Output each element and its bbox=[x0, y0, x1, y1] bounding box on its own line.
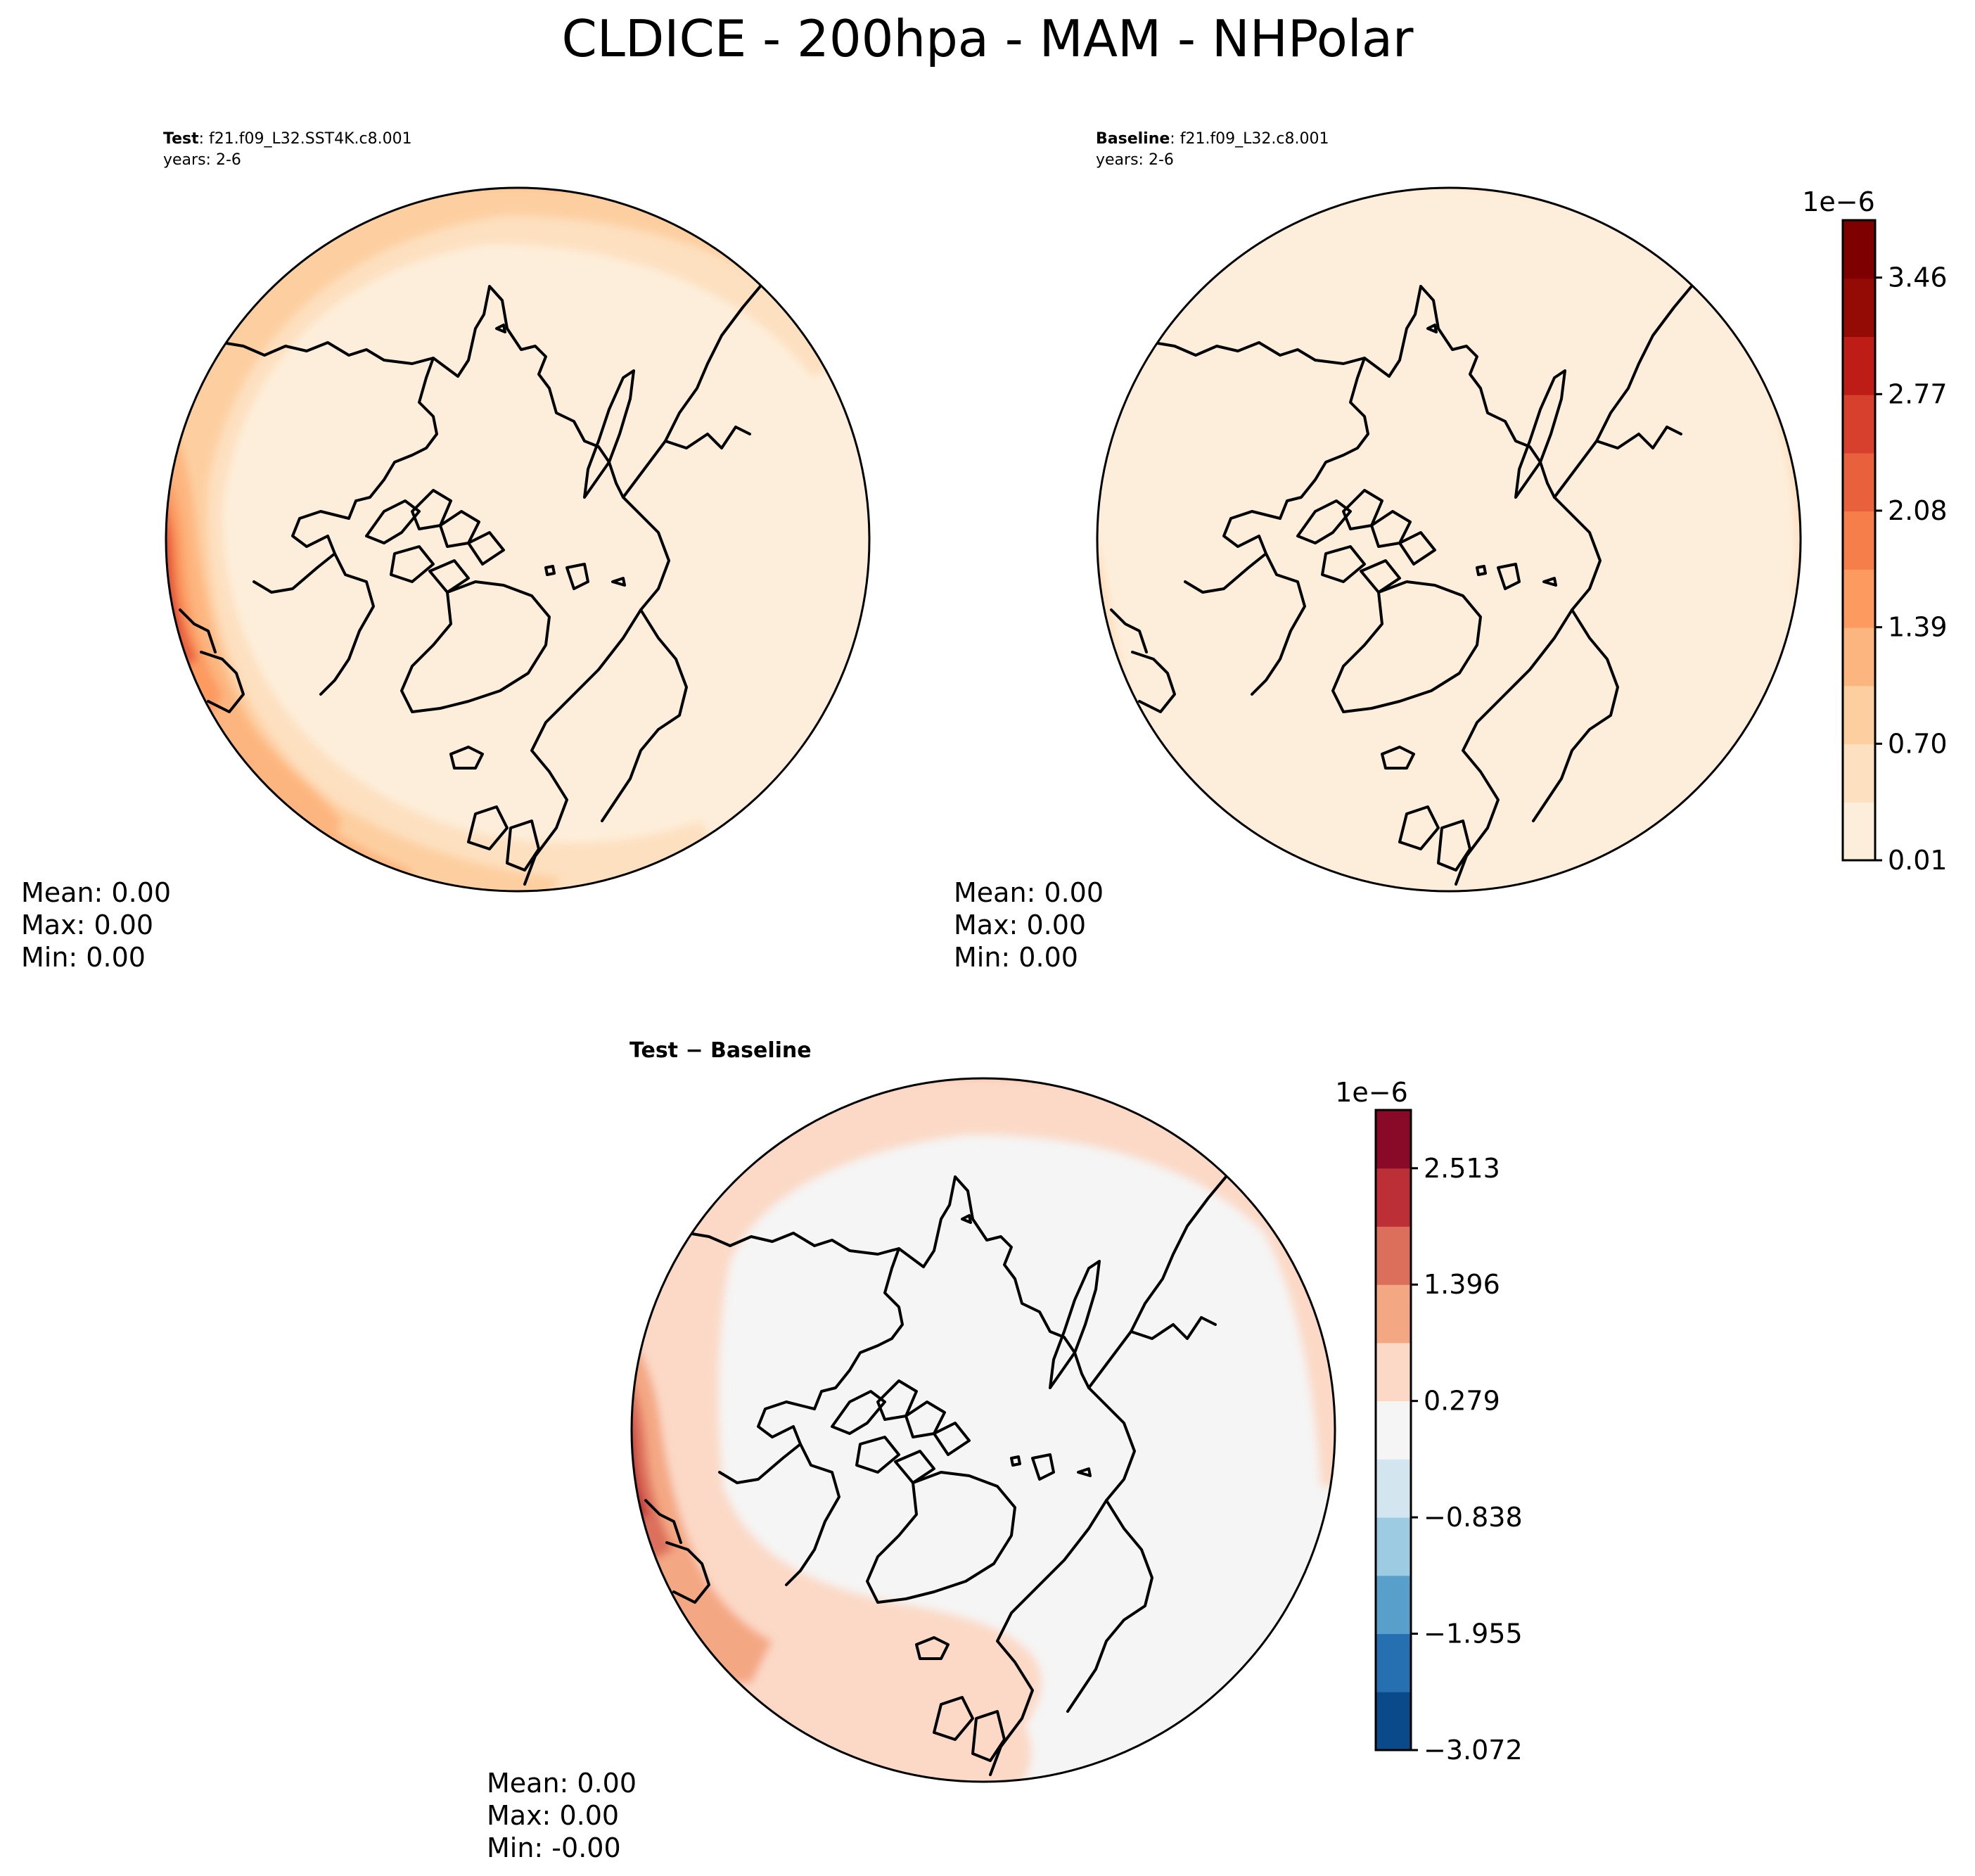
colorbar-diff-ticks: 2.513 1.396 0.279 −0.838 −1.955 −3.072 bbox=[1411, 1153, 1523, 1766]
colorbar-diff-swatch bbox=[1376, 1575, 1411, 1635]
colorbar-main: 1e−6 0.01 0.70 1.39 2.08 2.77 3.46 bbox=[1802, 186, 1947, 876]
panel-baseline-min: Min: 0.00 bbox=[954, 942, 1078, 973]
colorbar-diff-swatch bbox=[1376, 1517, 1411, 1576]
colorbar-diff-swatch bbox=[1376, 1633, 1411, 1692]
colorbar-main-swatch bbox=[1843, 395, 1875, 454]
colorbar-main-exponent: 1e−6 bbox=[1802, 186, 1875, 217]
colorbar-main-tick-label: 2.08 bbox=[1888, 495, 1948, 526]
colorbar-main-swatch bbox=[1843, 744, 1875, 803]
colorbar-main-frame bbox=[1841, 219, 1877, 862]
colorbar-main-swatch bbox=[1843, 569, 1875, 628]
colorbar-diff-tick-label: 2.513 bbox=[1424, 1153, 1500, 1184]
colorbar-diff-swatch bbox=[1376, 1459, 1411, 1518]
panel-baseline-label-bold: Baseline bbox=[1096, 130, 1170, 148]
colorbar-diff-tick-label: 0.279 bbox=[1424, 1386, 1500, 1417]
colorbar-diff-swatch bbox=[1376, 1692, 1411, 1751]
map-test bbox=[165, 186, 871, 893]
colorbar-diff-tick-label: −0.838 bbox=[1424, 1502, 1523, 1533]
colorbar-main-swatch bbox=[1843, 802, 1875, 861]
panel-baseline-years: years: 2-6 bbox=[1096, 151, 1174, 169]
colorbar-main-swatch bbox=[1843, 511, 1875, 570]
panel-diff-mean: Mean: 0.00 bbox=[487, 1768, 637, 1799]
colorbar-main-swatch bbox=[1843, 278, 1875, 337]
colorbar-main-swatch bbox=[1843, 220, 1875, 279]
map-baseline bbox=[1096, 186, 1802, 893]
colorbar-diff-swatch bbox=[1376, 1168, 1411, 1227]
panel-test-mean: Mean: 0.00 bbox=[21, 877, 171, 908]
colorbar-diff-tick-label: −3.072 bbox=[1424, 1735, 1523, 1766]
panel-test-label-rest: : f21.f09_L32.SST4K.c8.001 bbox=[199, 130, 412, 148]
panel-test: Test: f21.f09_L32.SST4K.c8.001 years: 2-… bbox=[21, 130, 871, 973]
panel-baseline: Baseline: f21.f09_L32.c8.001 years: 2-6 … bbox=[954, 130, 1802, 973]
panel-test-label-bold: Test bbox=[163, 130, 199, 148]
colorbar-diff-frame bbox=[1374, 1109, 1412, 1751]
panel-baseline-mean: Mean: 0.00 bbox=[954, 877, 1104, 908]
colorbar-diff-swatch bbox=[1376, 1226, 1411, 1285]
map-diff-border bbox=[630, 1077, 1336, 1783]
colorbar-diff-exponent: 1e−6 bbox=[1335, 1077, 1408, 1108]
colorbar-main-swatch bbox=[1843, 627, 1875, 687]
map-test-background bbox=[166, 188, 869, 891]
colorbar-diff-swatch bbox=[1376, 1400, 1411, 1460]
map-baseline-background bbox=[1097, 188, 1801, 891]
colorbar-main-tick-label: 1.39 bbox=[1888, 612, 1948, 643]
panel-test-min: Min: 0.00 bbox=[21, 942, 146, 973]
panel-test-label: Test: f21.f09_L32.SST4K.c8.001 bbox=[163, 130, 412, 148]
figure-title: CLDICE - 200hpa - MAM - NHPolar bbox=[561, 9, 1413, 68]
map-diff bbox=[630, 1077, 1336, 1783]
colorbar-diff-swatch bbox=[1376, 1110, 1411, 1169]
colorbar-main-tick-label: 0.01 bbox=[1888, 845, 1948, 876]
colorbar-main-tick-label: 2.77 bbox=[1888, 378, 1948, 409]
colorbar-diff-swatch bbox=[1376, 1342, 1411, 1402]
colorbar-main-swatches bbox=[1843, 220, 1875, 861]
map-test-border bbox=[165, 186, 871, 893]
colorbar-main-ticks: 0.01 0.70 1.39 2.08 2.77 3.46 bbox=[1875, 262, 1948, 876]
colorbar-main-tick-label: 0.70 bbox=[1888, 728, 1948, 759]
panel-diff-label: Test − Baseline bbox=[629, 1038, 812, 1063]
map-baseline-border bbox=[1096, 186, 1802, 893]
panel-test-years: years: 2-6 bbox=[163, 151, 241, 169]
panel-test-max: Max: 0.00 bbox=[21, 910, 153, 940]
colorbar-main-swatch bbox=[1843, 336, 1875, 395]
colorbar-main-swatch bbox=[1843, 685, 1875, 745]
panel-baseline-max: Max: 0.00 bbox=[954, 910, 1086, 940]
colorbar-diff-tick-label: 1.396 bbox=[1424, 1269, 1500, 1300]
panel-baseline-label-rest: : f21.f09_L32.c8.001 bbox=[1170, 130, 1329, 148]
panel-diff-min: Min: -0.00 bbox=[487, 1832, 621, 1863]
panel-baseline-label: Baseline: f21.f09_L32.c8.001 bbox=[1096, 130, 1329, 148]
colorbar-diff-swatches bbox=[1376, 1110, 1411, 1751]
colorbar-main-swatch bbox=[1843, 452, 1875, 512]
colorbar-main-tick-label: 3.46 bbox=[1888, 262, 1948, 293]
colorbar-diff: 1e−6 2.513 1.396 0.279 −0.838 −1.955 −3.072 bbox=[1335, 1077, 1522, 1766]
colorbar-diff-swatch bbox=[1376, 1284, 1411, 1344]
panel-diff-max: Max: 0.00 bbox=[487, 1800, 619, 1831]
panel-diff: Test − Baseline bbox=[487, 1038, 1336, 1863]
colorbar-diff-tick-label: −1.955 bbox=[1424, 1619, 1523, 1650]
